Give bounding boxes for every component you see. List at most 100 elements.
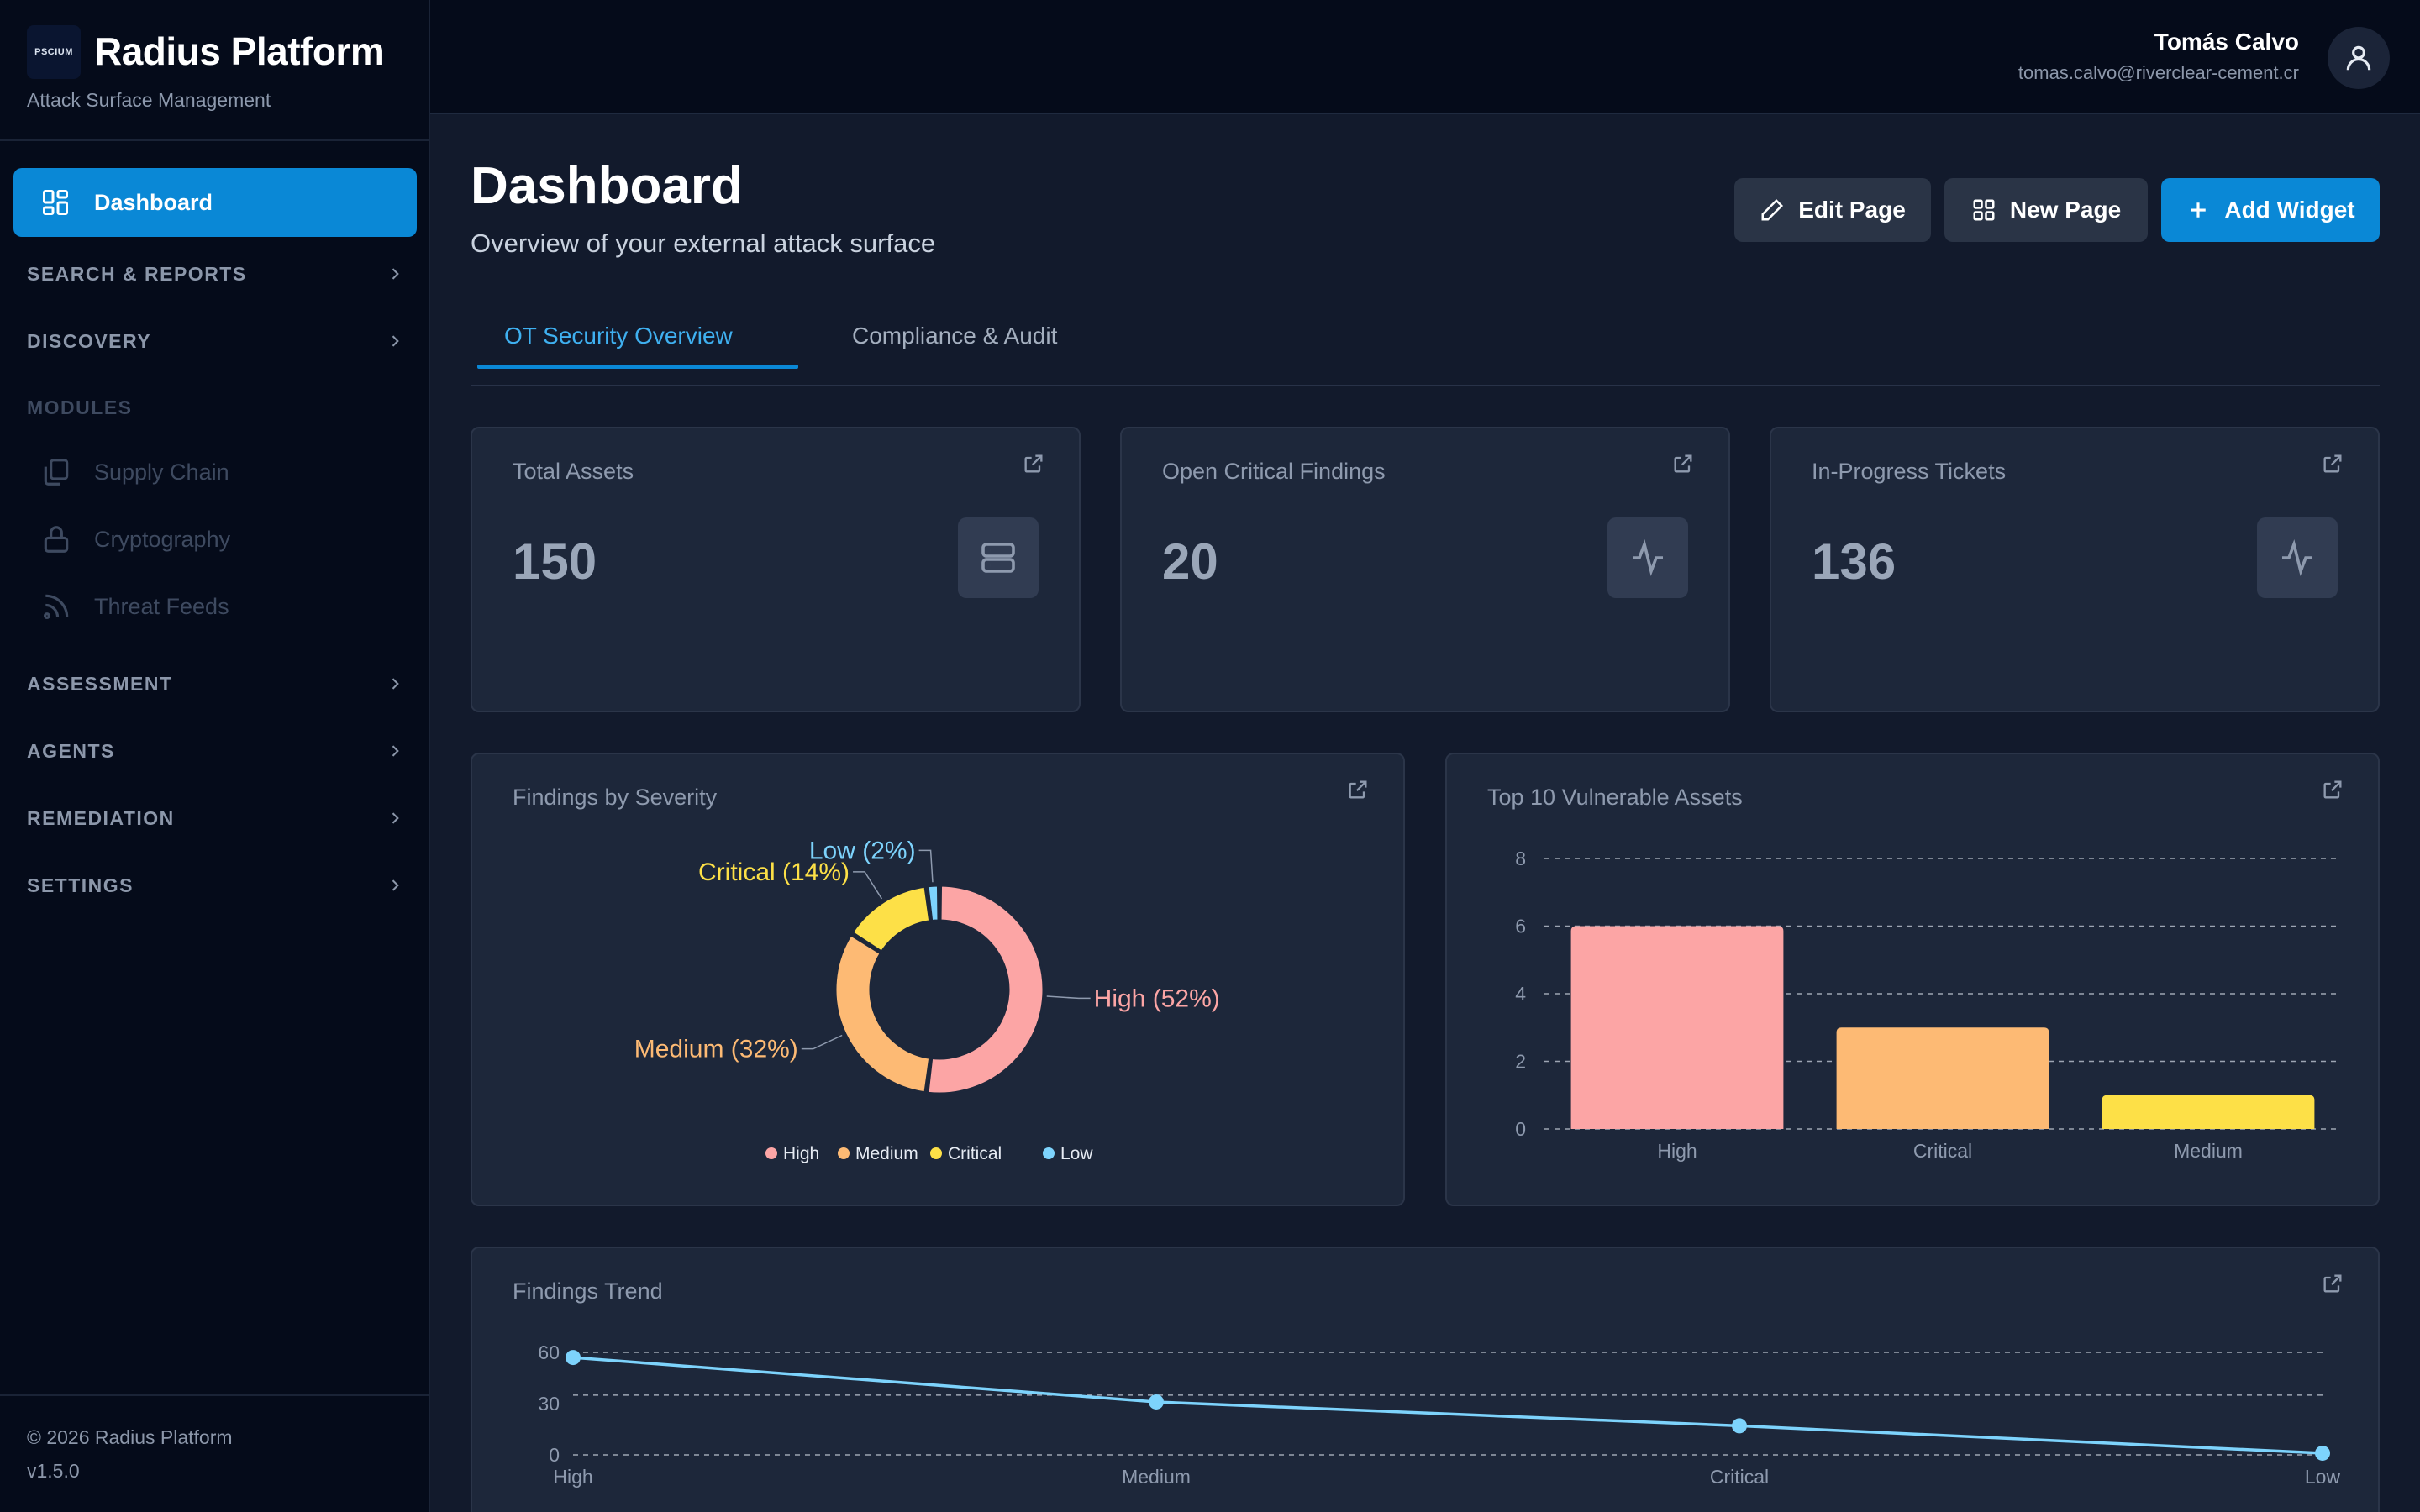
trend-point-critical xyxy=(1732,1418,1747,1434)
chevron-right-icon xyxy=(392,745,399,757)
top-bar: Tomás Calvo tomas.calvo@riverclear-cemen… xyxy=(430,0,2420,114)
new-page-button[interactable]: New Page xyxy=(1944,178,2148,242)
sidebar-section-agents[interactable]: AGENTS xyxy=(27,734,403,768)
user-email: tomas.calvo@riverclear-cement.cr xyxy=(2018,62,2299,83)
stat-card-total-assets[interactable]: Total Assets 150 xyxy=(471,427,1081,712)
chevron-right-icon xyxy=(392,268,399,280)
trend-point-low xyxy=(2315,1445,2330,1461)
tab-compliance-audit[interactable]: Compliance & Audit xyxy=(852,323,1058,349)
sidebar-section-discovery[interactable]: DISCOVERY xyxy=(27,324,403,358)
sidebar-section-search-reports[interactable]: SEARCH & REPORTS xyxy=(27,257,403,291)
donut-leader-line xyxy=(853,871,883,900)
add-widget-label: Add Widget xyxy=(2224,197,2355,223)
rss-icon xyxy=(43,594,69,620)
user-icon xyxy=(2346,45,2371,71)
x-tick-label: Critical xyxy=(1710,1466,1769,1488)
donut-label-critical: Critical (14%) xyxy=(698,858,850,886)
stat-card-in-progress-tickets[interactable]: In-Progress Tickets 136 xyxy=(1770,427,2380,712)
stat-card-title: In-Progress Tickets xyxy=(1812,459,2007,484)
stat-value: 150 xyxy=(513,533,597,590)
donut-label-high: High (52%) xyxy=(1094,984,1220,1012)
external-link-icon[interactable] xyxy=(2321,1272,2344,1295)
brand-logo[interactable]: PSCIUM xyxy=(27,25,81,79)
copyright-text: © 2026 Radius Platform xyxy=(27,1426,233,1448)
stat-value: 136 xyxy=(1812,533,1897,590)
tab-ot-security-overview[interactable]: OT Security Overview xyxy=(504,323,733,349)
trend-point-high xyxy=(566,1350,581,1366)
brand-header: PSCIUM Radius Platform Attack Surface Ma… xyxy=(0,0,429,141)
sidebar-item-supply-chain[interactable]: Supply Chain xyxy=(40,454,229,491)
legend-marker-high xyxy=(765,1147,777,1159)
add-widget-button[interactable]: Add Widget xyxy=(2161,178,2380,242)
trend-point-medium xyxy=(1149,1394,1164,1410)
server-icon xyxy=(981,543,1015,573)
edit-page-button[interactable]: Edit Page xyxy=(1734,178,1931,242)
sidebar-item-label: Threat Feeds xyxy=(94,593,229,619)
donut-slice-medium xyxy=(834,932,932,1095)
legend-label-critical: Critical xyxy=(948,1144,1002,1163)
y-tick-label: 8 xyxy=(1515,848,1526,869)
x-tick-label: Medium xyxy=(2174,1140,2243,1162)
sidebar: PSCIUM Radius Platform Attack Surface Ma… xyxy=(0,0,430,1512)
version-text: v1.5.0 xyxy=(27,1460,80,1482)
brand-name[interactable]: Radius Platform xyxy=(94,29,385,73)
external-link-icon[interactable] xyxy=(1671,452,1695,475)
sidebar-item-cryptography[interactable]: Cryptography xyxy=(40,521,230,558)
legend-marker-low xyxy=(1043,1147,1055,1159)
external-link-icon[interactable] xyxy=(1022,452,1045,475)
avatar[interactable] xyxy=(2328,27,2390,89)
edit-page-label: Edit Page xyxy=(1798,197,1906,223)
x-tick-label: Critical xyxy=(1913,1140,1972,1162)
stat-card-title: Open Critical Findings xyxy=(1162,459,1386,484)
legend-label-high: High xyxy=(783,1144,819,1163)
widget-title: Findings by Severity xyxy=(513,785,718,810)
widget-top-vulnerable-assets: Top 10 Vulnerable Assets 0 2 4 6 8 High Critic… xyxy=(1445,753,2380,1206)
stat-icon-box xyxy=(1607,517,1688,598)
widget-title: Top 10 Vulnerable Assets xyxy=(1487,785,1743,810)
sidebar-footer: © 2026 Radius Platform v1.5.0 xyxy=(0,1394,430,1512)
donut-leader-line xyxy=(918,849,934,883)
y-tick-label: 2 xyxy=(1515,1051,1526,1073)
activity-icon xyxy=(2282,538,2312,577)
active-tab-indicator xyxy=(477,365,798,369)
activity-icon xyxy=(1633,538,1663,577)
y-tick-label: 0 xyxy=(549,1444,560,1466)
legend-label-medium: Medium xyxy=(855,1144,918,1163)
stat-card-open-critical-findings[interactable]: Open Critical Findings 20 xyxy=(1120,427,1730,712)
y-tick-label: 6 xyxy=(1515,916,1526,937)
y-tick-label: 4 xyxy=(1515,983,1526,1005)
external-link-icon[interactable] xyxy=(2321,778,2344,801)
stat-value: 20 xyxy=(1162,533,1218,590)
stat-icon-box xyxy=(958,517,1039,598)
sidebar-section-assessment[interactable]: ASSESSMENT xyxy=(27,667,403,701)
sidebar-item-dashboard[interactable]: Dashboard xyxy=(13,168,417,237)
y-tick-label: 0 xyxy=(1515,1118,1526,1140)
donut-slice-critical xyxy=(850,885,932,954)
x-tick-label: Low xyxy=(2305,1466,2341,1488)
chevron-right-icon xyxy=(392,335,399,347)
sidebar-section-label: AGENTS xyxy=(27,739,115,762)
sidebar-item-threat-feeds[interactable]: Threat Feeds xyxy=(40,588,229,625)
lock-icon xyxy=(44,526,69,553)
sidebar-section-remediation[interactable]: REMEDIATION xyxy=(27,801,403,835)
sidebar-section-settings[interactable]: SETTINGS xyxy=(27,869,403,902)
trend-line xyxy=(572,1356,2323,1455)
stat-card-title: Total Assets xyxy=(513,459,634,484)
findings-trend-line-chart: 0 30 60 High Medium Critical Low xyxy=(538,1341,2341,1488)
x-tick-label: High xyxy=(553,1466,592,1488)
chevron-right-icon xyxy=(392,812,399,824)
external-link-icon[interactable] xyxy=(1346,778,1370,801)
donut-label-medium: Medium (32%) xyxy=(634,1036,798,1063)
sidebar-item-label: Cryptography xyxy=(94,526,231,552)
bar-medium xyxy=(2102,1095,2315,1129)
chevron-right-icon xyxy=(392,678,399,690)
sidebar-section-label: REMEDIATION xyxy=(27,806,175,829)
external-link-icon[interactable] xyxy=(2321,452,2344,475)
sidebar-section-label: ASSESSMENT xyxy=(27,672,173,695)
widget-findings-by-severity: Findings by Severity High (52%) Medium (3… xyxy=(471,753,1405,1206)
chevron-right-icon xyxy=(392,879,399,891)
severity-donut-chart: High (52%) Medium (32%) Critical (14%)Low … xyxy=(634,837,1220,1163)
sidebar-item-label: Dashboard xyxy=(94,189,213,215)
x-tick-label: Medium xyxy=(1122,1466,1191,1488)
legend-marker-medium xyxy=(838,1147,850,1159)
